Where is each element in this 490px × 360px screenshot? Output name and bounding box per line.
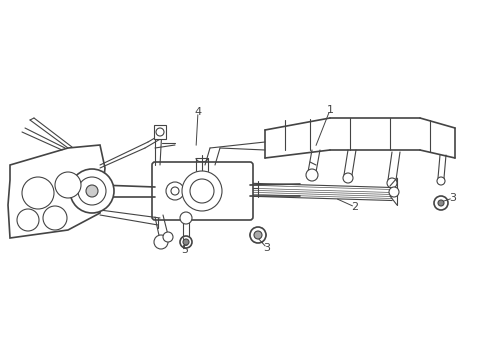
Circle shape xyxy=(55,172,81,198)
Circle shape xyxy=(22,177,54,209)
Circle shape xyxy=(166,182,184,200)
Text: 3: 3 xyxy=(264,243,270,253)
Circle shape xyxy=(171,187,179,195)
Circle shape xyxy=(180,236,192,248)
Circle shape xyxy=(250,227,266,243)
Circle shape xyxy=(180,212,192,224)
Text: 2: 2 xyxy=(351,202,359,212)
Circle shape xyxy=(43,206,67,230)
Circle shape xyxy=(387,178,397,188)
Circle shape xyxy=(306,169,318,181)
Polygon shape xyxy=(8,145,105,238)
Circle shape xyxy=(78,177,106,205)
Circle shape xyxy=(343,173,353,183)
FancyBboxPatch shape xyxy=(154,125,166,139)
Circle shape xyxy=(156,128,164,136)
Circle shape xyxy=(70,169,114,213)
Circle shape xyxy=(183,239,189,245)
Text: 4: 4 xyxy=(195,107,201,117)
Circle shape xyxy=(437,177,445,185)
Text: 1: 1 xyxy=(326,105,334,115)
Circle shape xyxy=(190,179,214,203)
Circle shape xyxy=(182,171,222,211)
Circle shape xyxy=(86,185,98,197)
Circle shape xyxy=(254,231,262,239)
Circle shape xyxy=(434,196,448,210)
Circle shape xyxy=(154,235,168,249)
Text: 3: 3 xyxy=(449,193,457,203)
FancyBboxPatch shape xyxy=(152,162,253,220)
Circle shape xyxy=(389,187,399,197)
Circle shape xyxy=(17,209,39,231)
Circle shape xyxy=(438,200,444,206)
Text: 5: 5 xyxy=(181,245,189,255)
Circle shape xyxy=(163,232,173,242)
